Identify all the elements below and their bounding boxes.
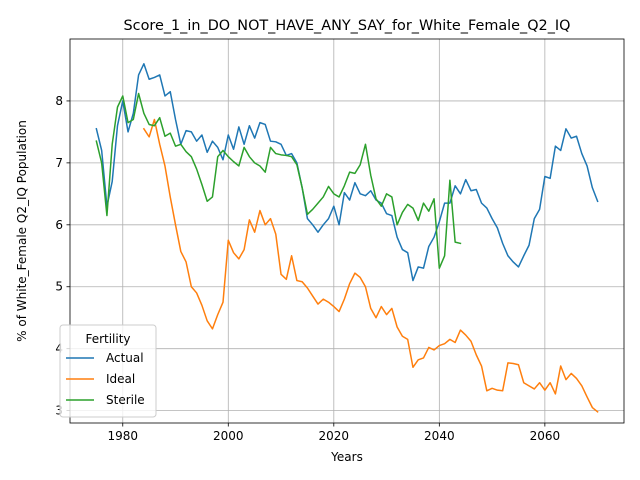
x-axis-label: Years [330, 450, 363, 464]
x-tick-label: 2040 [424, 429, 455, 443]
grid-lines [70, 39, 624, 423]
x-tick-label: 1980 [107, 429, 138, 443]
series-line-actual [95, 63, 599, 282]
y-tick-label: 7 [55, 156, 63, 170]
x-tick-label: 2000 [213, 429, 244, 443]
axis-ticks: 1980 2000 2020 2040 2060 3 4 5 6 7 8 [55, 94, 560, 443]
y-tick-label: 4 [55, 342, 63, 356]
y-tick-label: 5 [55, 280, 63, 294]
legend: Fertility Actual Ideal Sterile [59, 324, 157, 418]
legend-label-sterile: Sterile [106, 393, 145, 407]
series-line-ideal [142, 118, 599, 413]
legend-label-actual: Actual [106, 351, 144, 365]
y-tick-label: 8 [55, 94, 63, 108]
legend-box [59, 324, 157, 418]
y-tick-label: 6 [55, 218, 63, 232]
series-line-sterile [95, 92, 462, 269]
series-lines [95, 63, 599, 413]
x-tick-label: 2060 [530, 429, 561, 443]
chart-title: Score_1_in_DO_NOT_HAVE_ANY_SAY_for_White… [124, 18, 571, 34]
x-tick-label: 2020 [319, 429, 350, 443]
legend-label-ideal: Ideal [106, 372, 135, 386]
y-axis-label: % of White_Female Q2_IQ Population [15, 120, 29, 342]
plot-frame [69, 38, 625, 424]
y-tick-label: 3 [55, 404, 63, 418]
legend-title: Fertility [85, 332, 130, 346]
